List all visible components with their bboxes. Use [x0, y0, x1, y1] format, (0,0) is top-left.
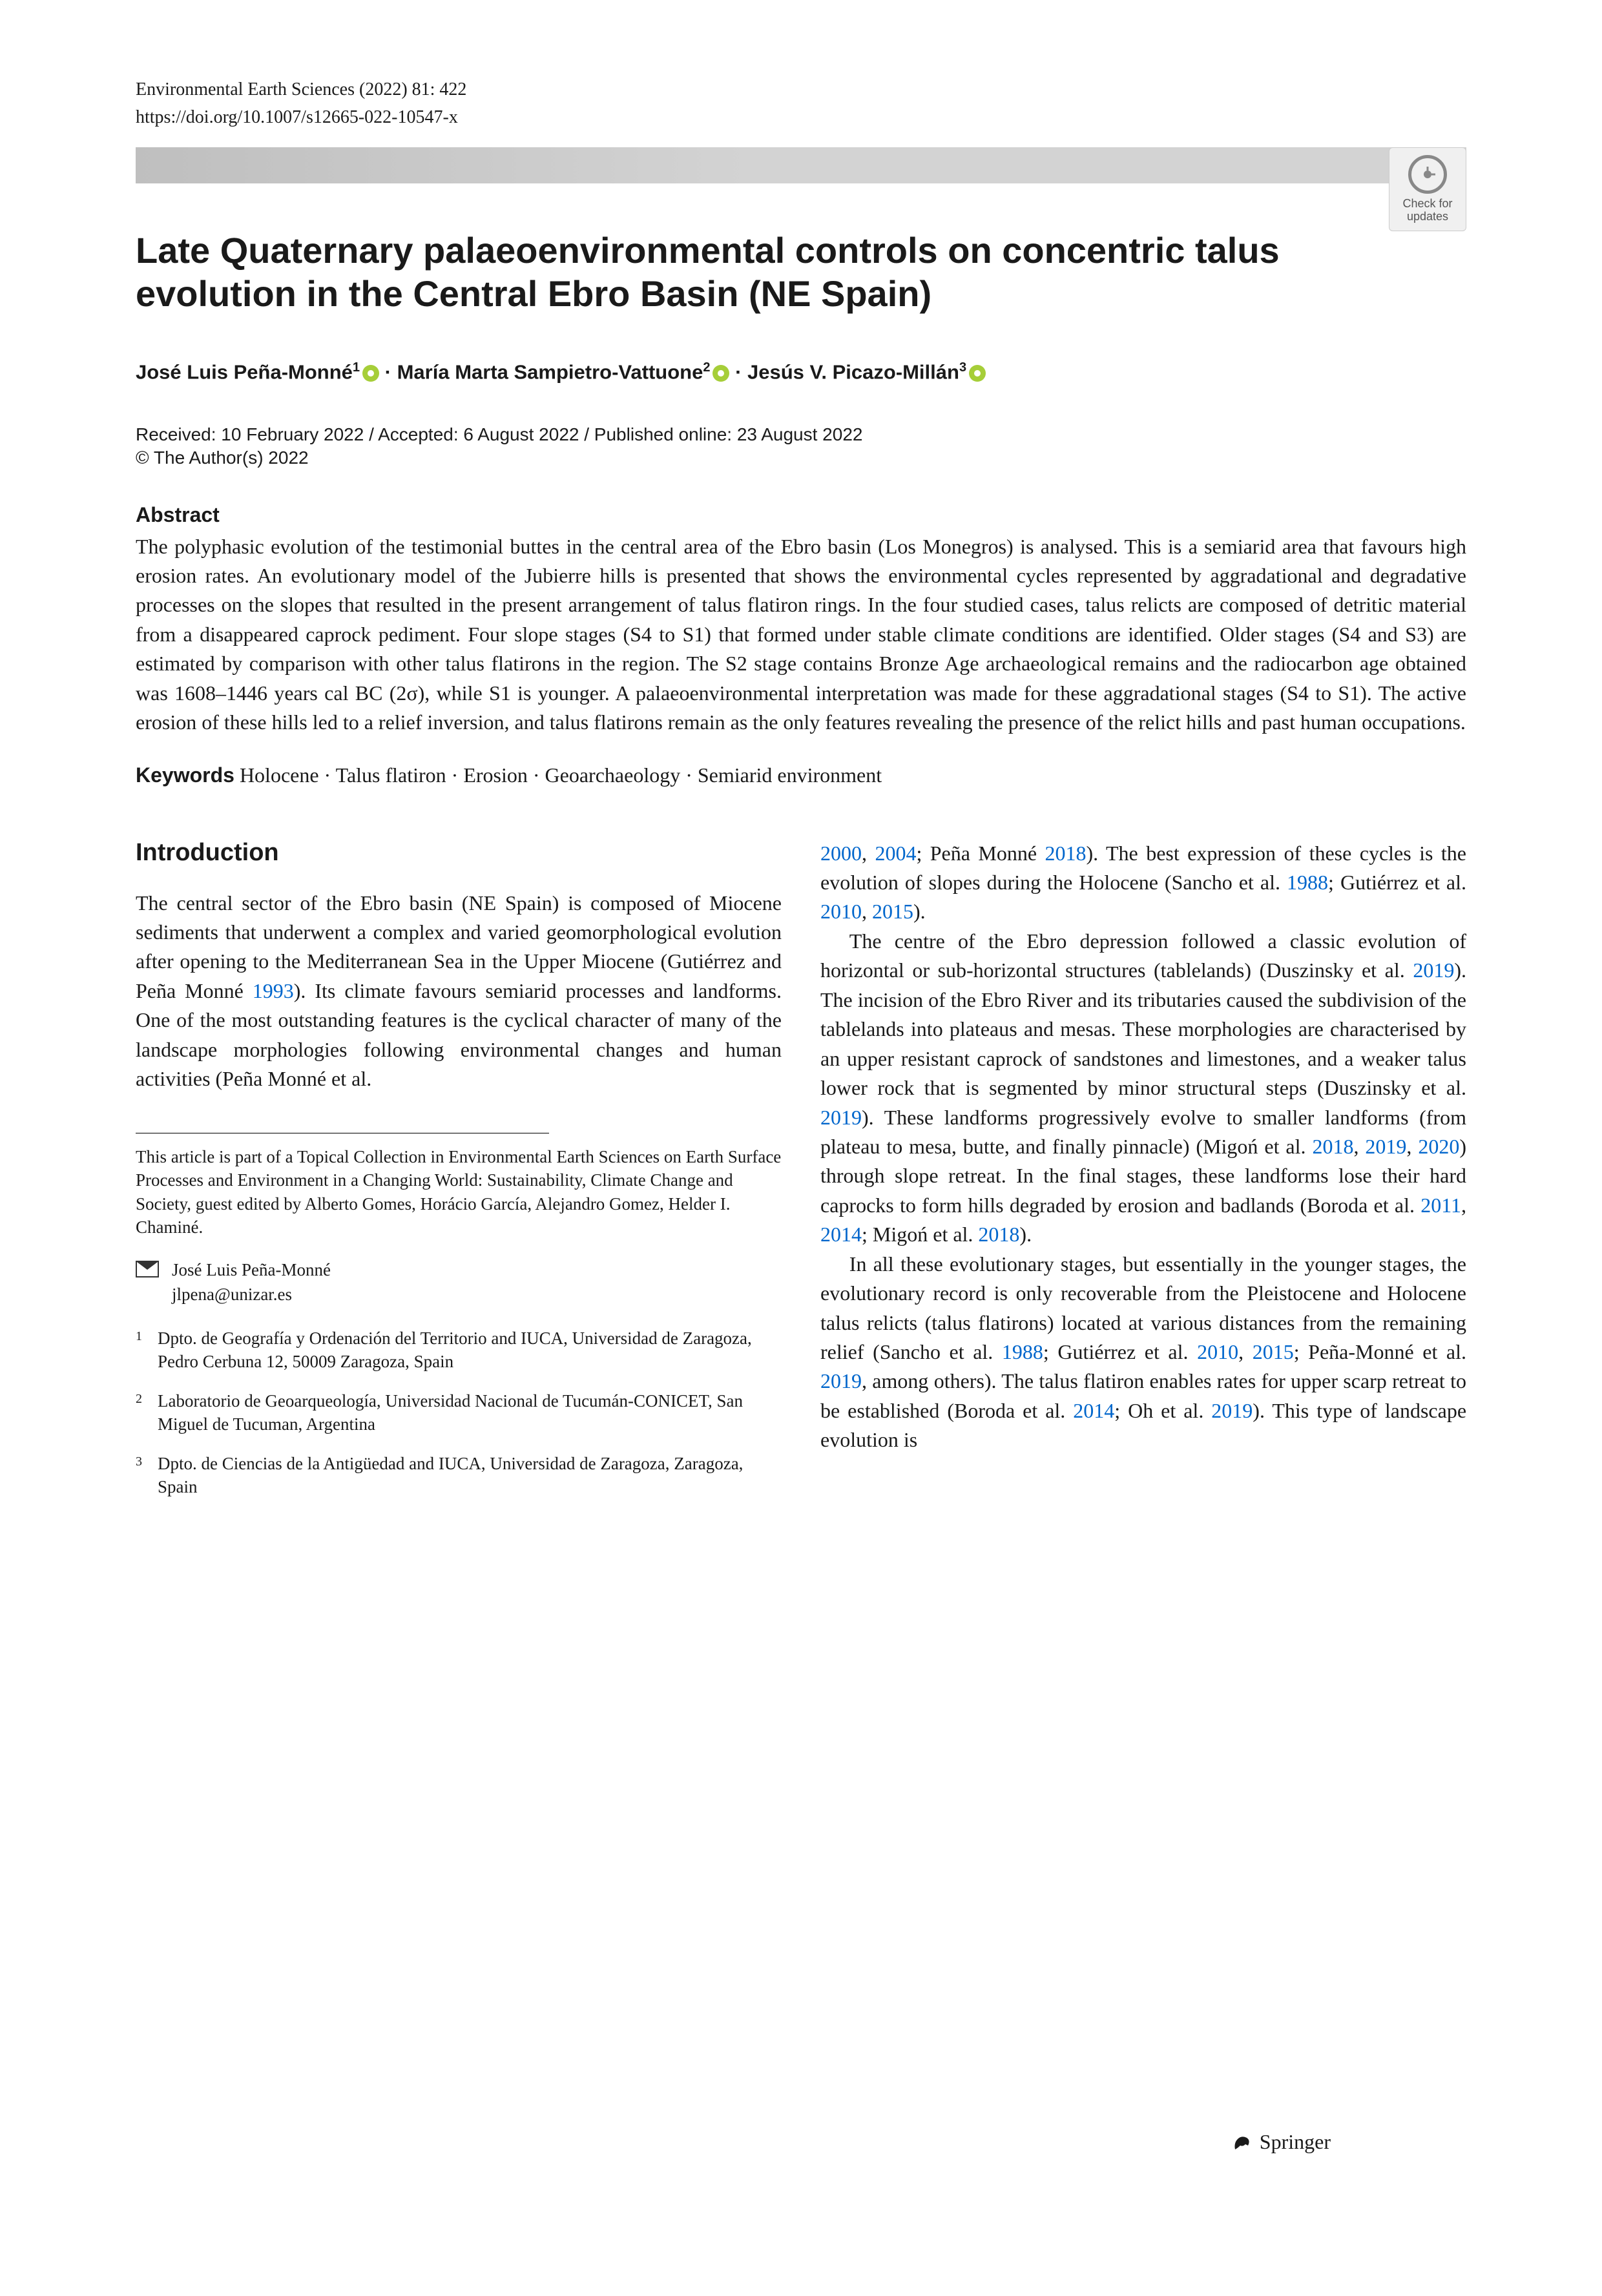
ref-link[interactable]: 2020 [1418, 1135, 1459, 1158]
affil-text: Dpto. de Geografía y Ordenación del Terr… [158, 1327, 782, 1374]
author-3-affil: 3 [959, 360, 966, 375]
affiliation-2: 2 Laboratorio de Geoarqueología, Univers… [136, 1389, 782, 1436]
doi-link[interactable]: https://doi.org/10.1007/s12665-022-10547… [136, 107, 1466, 128]
ref-link[interactable]: 2015 [872, 900, 913, 923]
affil-text: Laboratorio de Geoarqueología, Universid… [158, 1389, 782, 1436]
ref-link[interactable]: 2010 [820, 900, 862, 923]
topical-collection-note: This article is part of a Topical Collec… [136, 1145, 782, 1239]
affil-text: Dpto. de Ciencias de la Antigüedad and I… [158, 1452, 782, 1499]
author-3: Jesús V. Picazo-Millán [747, 361, 959, 384]
corr-name: José Luis Peña-Monné [172, 1258, 331, 1283]
check-updates-icon [1408, 155, 1447, 194]
ref-link[interactable]: 2014 [1073, 1399, 1114, 1422]
intro-paragraph-1-right: 2000, 2004; Peña Monné 2018). The best e… [820, 839, 1466, 927]
ref-link[interactable]: 2018 [978, 1223, 1019, 1246]
author-sep: · [735, 361, 747, 384]
journal-citation: Environmental Earth Sciences (2022) 81: … [136, 78, 1466, 102]
keywords-label: Keywords [136, 763, 234, 787]
copyright: © The Author(s) 2022 [136, 448, 1466, 468]
author-list: José Luis Peña-Monné1 · María Marta Samp… [136, 360, 1466, 384]
affil-num: 1 [136, 1327, 142, 1374]
ref-link[interactable]: 2011 [1420, 1194, 1461, 1217]
affiliation-1: 1 Dpto. de Geografía y Ordenación del Te… [136, 1327, 782, 1374]
envelope-icon [136, 1261, 159, 1277]
author-2-affil: 2 [703, 360, 710, 375]
affiliation-3: 3 Dpto. de Ciencias de la Antigüedad and… [136, 1452, 782, 1499]
ref-link[interactable]: 2019 [820, 1369, 862, 1392]
check-updates-button[interactable]: Check for updates [1389, 147, 1466, 231]
intro-paragraph-1-left: The central sector of the Ebro basin (NE… [136, 889, 782, 1094]
abstract-text: The polyphasic evolution of the testimon… [136, 532, 1466, 738]
ref-link[interactable]: 1993 [253, 979, 294, 1002]
author-1-affil: 1 [353, 360, 360, 375]
ref-link[interactable]: 2019 [1211, 1399, 1253, 1422]
ref-link[interactable]: 1988 [1002, 1340, 1043, 1363]
publisher-name: Springer [1260, 2130, 1331, 2154]
corresponding-author: José Luis Peña-Monné jlpena@unizar.es [136, 1258, 782, 1307]
section-heading-introduction: Introduction [136, 839, 782, 867]
ref-link[interactable]: 2014 [820, 1223, 862, 1246]
orcid-icon[interactable] [362, 365, 379, 382]
orcid-icon[interactable] [969, 365, 986, 382]
keywords-line: Keywords Holocene · Talus flatiron · Ero… [136, 763, 1466, 787]
ref-link[interactable]: 2015 [1253, 1340, 1294, 1363]
affil-num: 3 [136, 1452, 142, 1499]
ref-link[interactable]: 2019 [1413, 958, 1454, 982]
ref-link[interactable]: 1988 [1287, 871, 1328, 894]
intro-paragraph-3: In all these evolutionary stages, but es… [820, 1250, 1466, 1455]
ref-link[interactable]: 2019 [1365, 1135, 1406, 1158]
right-column: 2000, 2004; Peña Monné 2018). The best e… [820, 839, 1466, 1515]
abstract-heading: Abstract [136, 503, 1466, 527]
publisher-logo: Springer [1231, 2130, 1331, 2154]
ref-link[interactable]: 2018 [1045, 842, 1087, 865]
ref-link[interactable]: 2019 [820, 1106, 862, 1129]
category-bar: THEMATIC ISSUE [136, 147, 1466, 183]
article-dates: Received: 10 February 2022 / Accepted: 6… [136, 424, 1466, 445]
corr-email[interactable]: jlpena@unizar.es [172, 1283, 331, 1307]
ref-link[interactable]: 2010 [1197, 1340, 1238, 1363]
intro-paragraph-2: The centre of the Ebro depression follow… [820, 927, 1466, 1250]
ref-link[interactable]: 2000 [820, 842, 862, 865]
check-updates-label: Check for updates [1389, 198, 1466, 223]
ref-link[interactable]: 2004 [875, 842, 916, 865]
ref-link[interactable]: 2018 [1312, 1135, 1353, 1158]
author-2: María Marta Sampietro-Vattuone [397, 361, 703, 384]
affil-num: 2 [136, 1389, 142, 1436]
orcid-icon[interactable] [713, 365, 729, 382]
author-sep: · [385, 361, 397, 384]
author-1: José Luis Peña-Monné [136, 361, 353, 384]
left-column: Introduction The central sector of the E… [136, 839, 782, 1515]
springer-horse-icon [1231, 2131, 1253, 2153]
article-title: Late Quaternary palaeoenvironmental cont… [136, 229, 1298, 315]
keywords-text: Holocene · Talus flatiron · Erosion · Ge… [234, 763, 882, 787]
